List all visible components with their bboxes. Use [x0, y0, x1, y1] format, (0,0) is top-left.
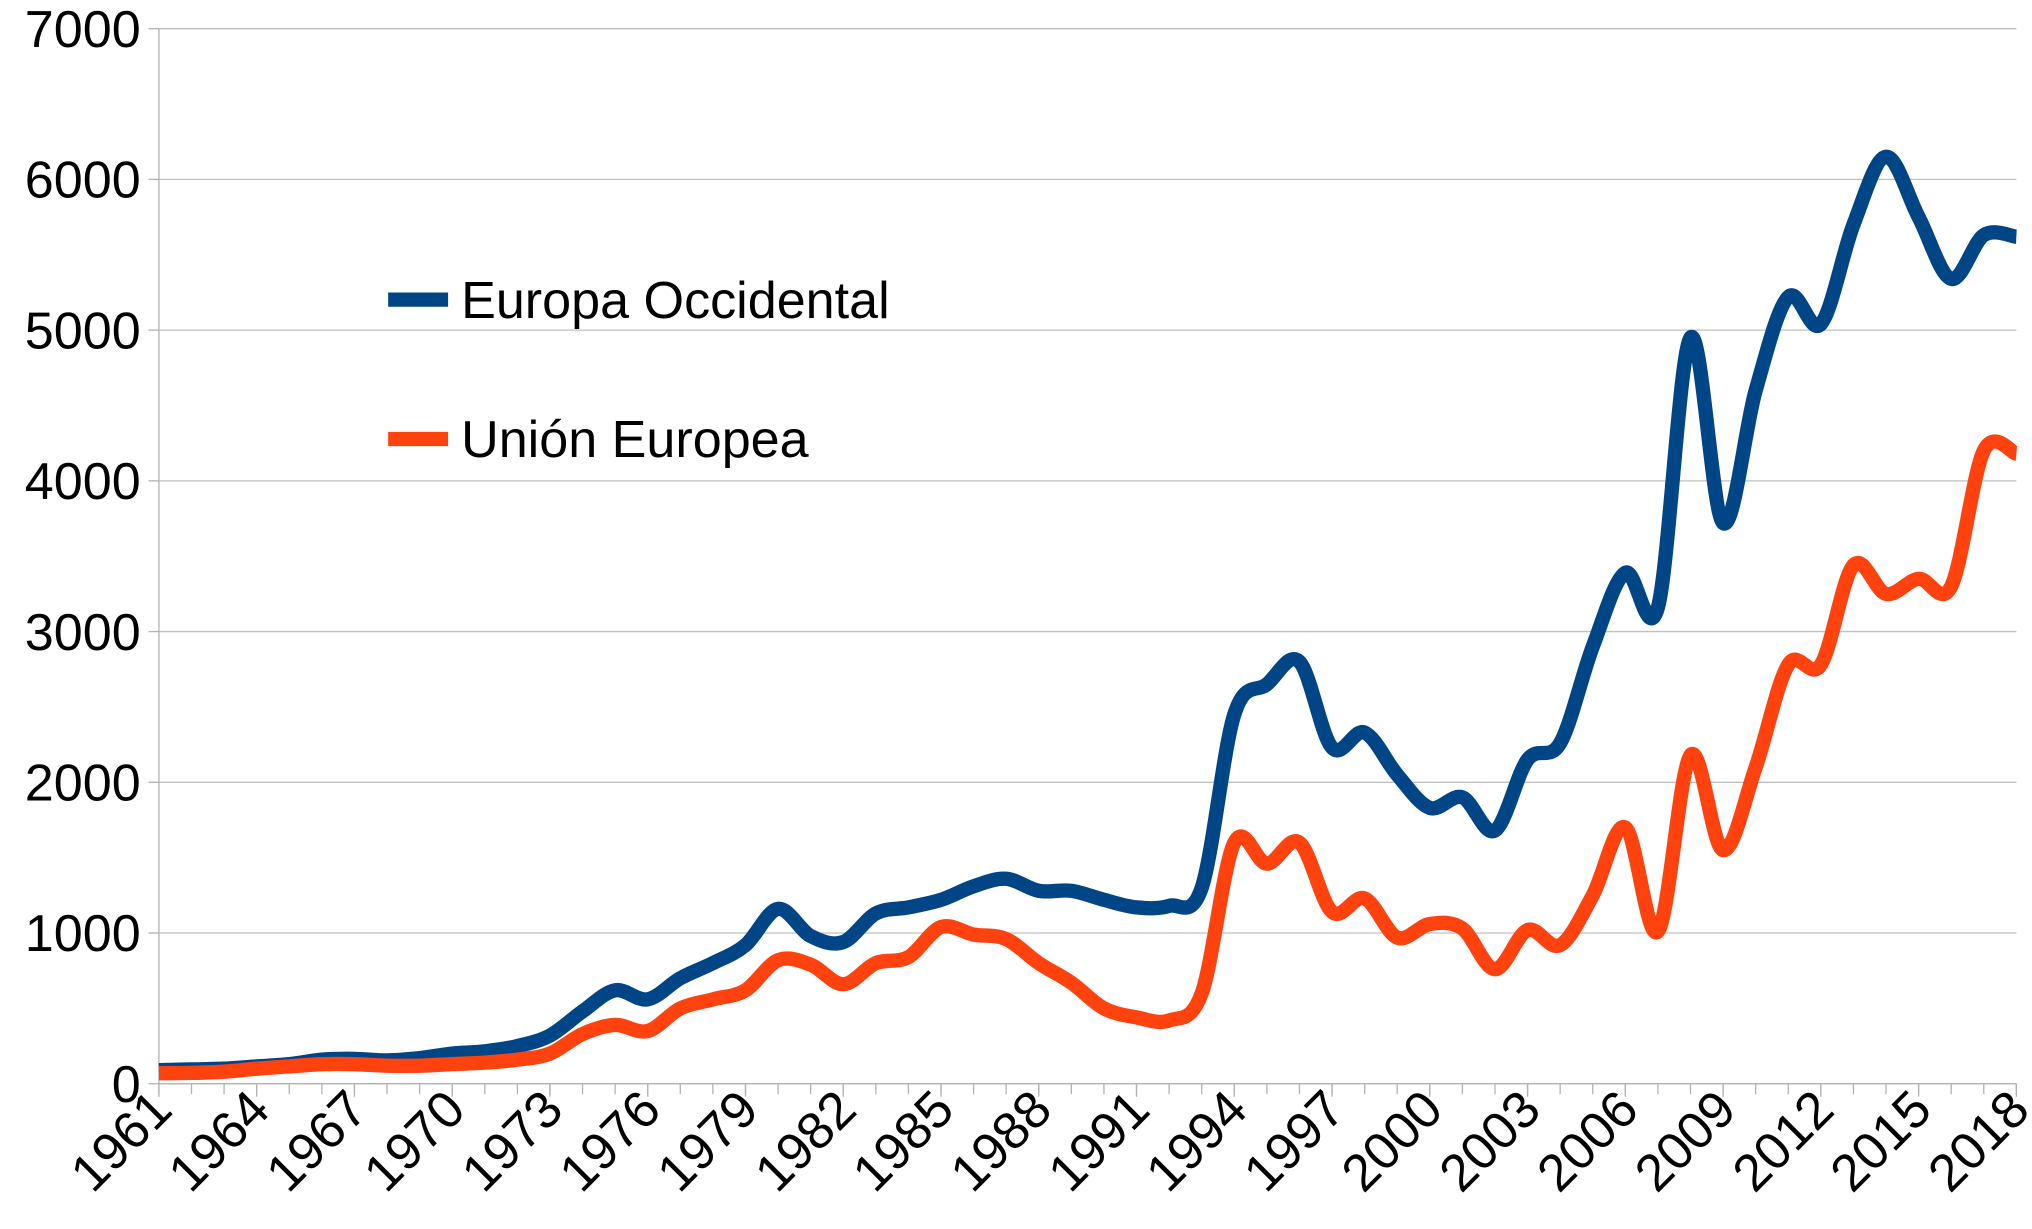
y-tick-label: 7000 [25, 1, 141, 59]
y-tick-label: 6000 [25, 152, 141, 210]
legend-label: Europa Occidental [461, 272, 890, 330]
x-tick-label: 1976 [549, 1080, 672, 1203]
x-tick-label: 1967 [256, 1080, 379, 1203]
x-tick-label: 1973 [451, 1080, 574, 1203]
x-tick-label: 2006 [1526, 1080, 1649, 1203]
x-tick-label: 2015 [1820, 1080, 1943, 1203]
x-tick-label: 1997 [1233, 1080, 1356, 1203]
line-series [158, 149, 2018, 1078]
x-tick-label: 1985 [842, 1080, 965, 1203]
legend-label: Unión Europea [461, 411, 809, 469]
y-tick-label: 4000 [25, 453, 141, 511]
y-tick-label: 3000 [25, 604, 141, 662]
x-tick-label: 1988 [940, 1080, 1063, 1203]
x-tick-label: 2000 [1331, 1080, 1454, 1203]
x-tick-label: 1982 [744, 1080, 867, 1203]
y-tick-label: 2000 [25, 755, 141, 813]
x-tick-label: 1991 [1038, 1080, 1161, 1203]
x-tick-label: 1994 [1135, 1080, 1258, 1203]
x-tick-label: 2009 [1624, 1080, 1747, 1203]
x-tick-label: 2018 [1918, 1080, 2032, 1203]
x-tick-label: 1964 [158, 1080, 281, 1203]
y-tick-label: 5000 [25, 302, 141, 360]
line-series [158, 434, 2020, 1081]
x-tick-label: 1970 [353, 1080, 476, 1203]
y-tick-label: 0 [112, 1056, 141, 1114]
x-tick-label: 2012 [1722, 1080, 1845, 1203]
x-tick-label: 2003 [1429, 1080, 1552, 1203]
x-tick-label: 1979 [647, 1080, 770, 1203]
y-tick-label: 1000 [25, 905, 141, 963]
